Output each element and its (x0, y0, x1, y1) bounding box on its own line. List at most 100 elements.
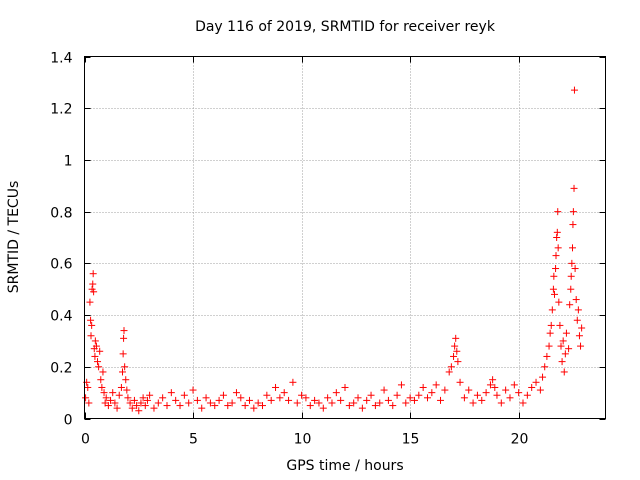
data-point (460, 394, 468, 402)
y-tick-label: 0.6 (50, 257, 72, 273)
data-point (96, 347, 104, 355)
data-point (363, 396, 371, 404)
data-point (224, 402, 232, 410)
data-point (539, 373, 547, 381)
data-point (120, 334, 128, 342)
grid (84, 56, 606, 419)
data-point (98, 383, 106, 391)
y-tick-label: 1.4 (50, 51, 72, 67)
data-point (415, 391, 423, 399)
x-tick-label: 5 (189, 432, 198, 448)
x-tick-label: 0 (81, 432, 90, 448)
data-point (578, 324, 586, 332)
data-point (567, 272, 575, 280)
data-point (559, 337, 567, 345)
data-point (552, 252, 560, 260)
data-point (574, 306, 582, 314)
data-point (552, 265, 560, 273)
data-point (423, 394, 431, 402)
data-point (202, 394, 210, 402)
data-point (198, 404, 206, 412)
x-tick-label: 20 (511, 432, 529, 448)
data-point (532, 378, 540, 386)
data-point (469, 399, 477, 407)
data-point (159, 394, 167, 402)
data-point (452, 334, 460, 342)
data-point (130, 396, 138, 404)
data-point (154, 399, 162, 407)
data-point (543, 352, 551, 360)
data-point (428, 389, 436, 397)
data-point (250, 404, 258, 412)
data-point (298, 391, 306, 399)
data-point (367, 391, 375, 399)
data-point (482, 389, 490, 397)
data-point (89, 270, 97, 278)
data-point (406, 394, 414, 402)
data-point (180, 391, 188, 399)
data-point (280, 389, 288, 397)
data-point (560, 368, 568, 376)
data-point (570, 184, 578, 192)
data-point (573, 316, 581, 324)
data-point (553, 228, 561, 236)
y-axis-label: SRMTID / TECUs (6, 181, 22, 294)
data-point (384, 396, 392, 404)
data-point (553, 234, 561, 241)
data-point (276, 394, 284, 402)
data-point (376, 399, 384, 407)
data-point (88, 321, 96, 329)
data-point (128, 404, 136, 412)
data-point (350, 399, 358, 407)
data-point (510, 381, 518, 389)
data-point (432, 381, 440, 389)
data-point (232, 389, 240, 397)
y-tick-label: 1 (64, 154, 73, 170)
data-point (122, 376, 130, 384)
data-point (549, 285, 557, 293)
data-point (117, 383, 125, 391)
data-point (263, 391, 271, 399)
data-point (219, 391, 227, 399)
data-point (554, 244, 562, 252)
data-point (104, 402, 112, 410)
data-point (493, 391, 501, 399)
data-point (87, 316, 95, 324)
data-point (115, 391, 123, 399)
data-point (189, 386, 197, 394)
data-point (228, 399, 236, 407)
data-point (523, 391, 531, 399)
x-axis: 0 5 10 15 20 (81, 56, 529, 448)
data-point (143, 396, 151, 404)
data-point (185, 399, 193, 407)
data-point (541, 363, 549, 371)
data-point (272, 383, 280, 391)
data-point (491, 383, 499, 391)
data-point (402, 399, 410, 407)
data-point (90, 288, 98, 296)
data-point (571, 265, 579, 273)
data-point (94, 358, 102, 366)
data-point (111, 399, 119, 407)
data-point (324, 394, 332, 402)
data-point (120, 327, 128, 335)
data-point (502, 386, 510, 394)
data-point (570, 86, 578, 94)
data-point (450, 352, 458, 360)
data-point (447, 363, 455, 371)
y-tick-label: 0.8 (50, 206, 72, 222)
data-points (82, 86, 586, 415)
data-point (150, 404, 158, 412)
data-point (176, 402, 184, 410)
data-point (99, 368, 107, 376)
data-point (554, 208, 562, 216)
data-point (337, 396, 345, 404)
data-point (254, 399, 262, 407)
data-point (259, 402, 267, 410)
y-tick-label: 1.2 (50, 102, 72, 118)
data-point (193, 396, 201, 404)
data-point (311, 396, 319, 404)
data-point (451, 342, 459, 350)
data-point (306, 402, 314, 410)
data-point (473, 391, 481, 399)
